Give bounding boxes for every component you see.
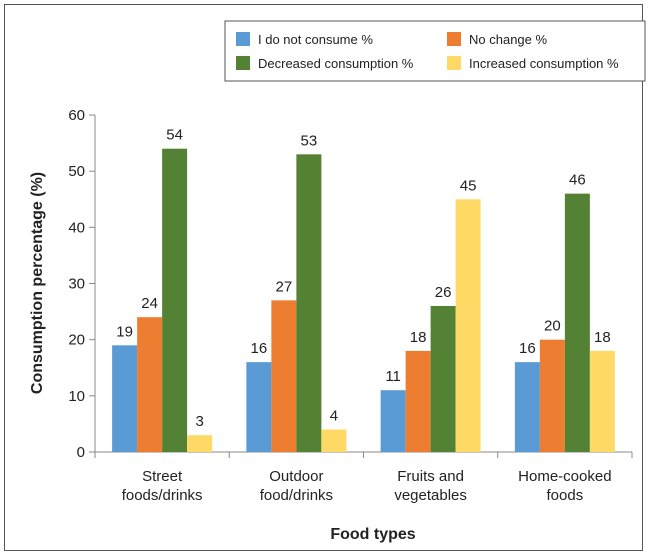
data-label: 54 (166, 127, 183, 144)
legend-label: Increased consumption % (469, 56, 619, 71)
data-label: 18 (594, 329, 611, 346)
bar (540, 340, 565, 452)
y-axis-title: Consumption percentage (%) (29, 172, 46, 394)
legend-label: I do not consume % (258, 32, 373, 47)
bar (565, 194, 590, 452)
legend-swatch (236, 56, 250, 70)
data-label: 4 (330, 408, 338, 425)
y-tick-label: 60 (68, 107, 85, 124)
data-label: 27 (276, 278, 293, 295)
legend-box (225, 21, 645, 81)
data-label: 3 (195, 413, 203, 430)
data-label: 45 (460, 177, 477, 194)
bar (187, 435, 212, 452)
data-label: 26 (435, 284, 452, 301)
y-tick-label: 30 (68, 276, 85, 293)
category-label: Home-cooked foods (518, 468, 611, 504)
y-tick-label: 50 (68, 163, 85, 180)
legend: I do not consume % No change % Decreased c… (225, 21, 645, 81)
category-label: Outdoor food/drinks (260, 468, 333, 504)
legend-swatch (236, 32, 250, 46)
bar (112, 345, 137, 452)
bar (381, 390, 406, 452)
bar (321, 430, 346, 452)
legend-swatch (447, 56, 461, 70)
bar (246, 362, 271, 452)
bar (431, 306, 456, 452)
data-label: 53 (301, 132, 318, 149)
category-label: Fruits and vegetables (394, 468, 467, 504)
data-label: 16 (251, 340, 268, 357)
bars (112, 149, 615, 452)
bar (271, 300, 296, 452)
y-tick-label: 10 (68, 388, 85, 405)
data-label: 11 (385, 368, 401, 385)
y-tick-label: 40 (68, 219, 85, 236)
data-label: 18 (410, 329, 427, 346)
data-label: 16 (519, 340, 536, 357)
data-label: 46 (569, 172, 586, 189)
data-label: 24 (141, 295, 158, 312)
x-axis: Street foods/drinks Outdoor food/drinks Frui… (95, 452, 632, 504)
bar (590, 351, 615, 452)
legend-label: Decreased consumption % (258, 56, 414, 71)
legend-swatch (447, 32, 461, 46)
y-tick-label: 20 (68, 332, 85, 349)
bar (406, 351, 431, 452)
bar (162, 149, 187, 452)
y-tick-label: 0 (77, 444, 85, 461)
category-label: Street foods/drinks (122, 468, 203, 504)
y-axis: 0 10 20 30 40 50 60 (68, 107, 95, 461)
data-label: 20 (544, 318, 561, 335)
data-label: 19 (116, 323, 133, 340)
bar (296, 154, 321, 452)
bar (515, 362, 540, 452)
bar (137, 317, 162, 452)
bar (456, 199, 481, 452)
x-axis-title: Food types (330, 526, 415, 543)
legend-label: No change % (469, 32, 547, 47)
